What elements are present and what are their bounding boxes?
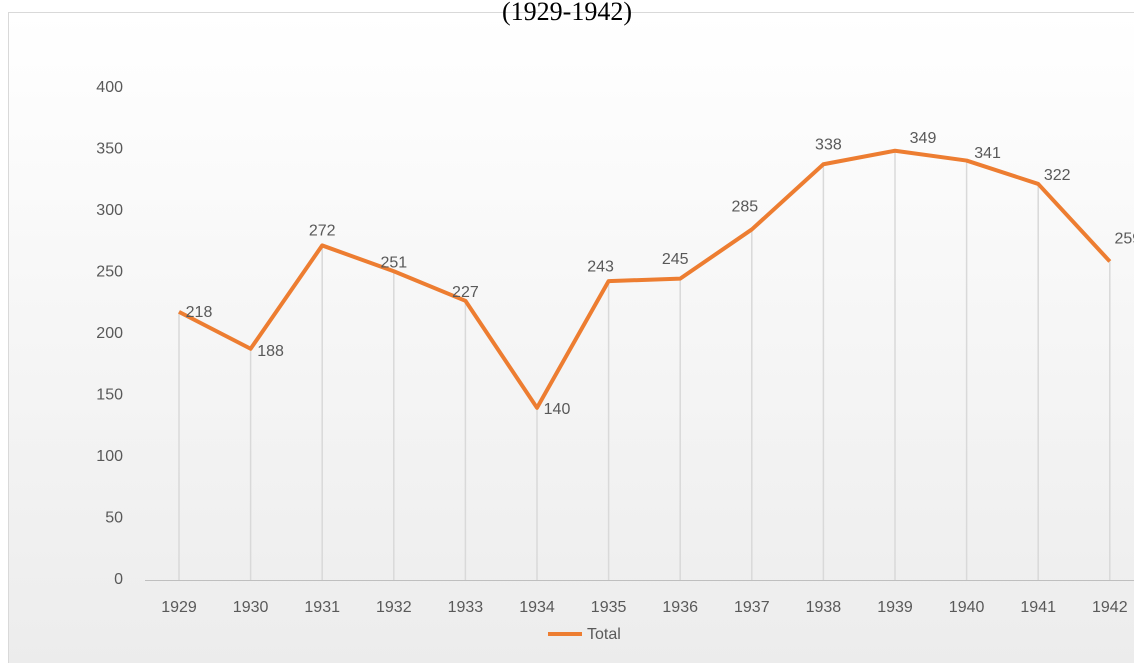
x-tick-label: 1942 (1092, 599, 1128, 616)
x-tick-label: 1937 (734, 599, 770, 616)
y-tick-label: 0 (114, 571, 123, 588)
data-label: 349 (910, 130, 937, 147)
x-tick-label: 1941 (1020, 599, 1056, 616)
y-tick-label: 350 (96, 141, 123, 158)
x-tick-label: 1939 (877, 599, 913, 616)
data-label: 322 (1044, 167, 1071, 184)
chart-area (8, 12, 1134, 663)
x-tick-label: 1931 (304, 599, 340, 616)
x-tick-label: 1934 (519, 599, 555, 616)
x-tick-label: 1935 (591, 599, 627, 616)
data-label: 245 (662, 251, 689, 268)
x-tick-label: 1938 (806, 599, 842, 616)
data-label: 341 (974, 145, 1001, 162)
data-label: 140 (544, 401, 571, 418)
data-label: 188 (257, 343, 284, 360)
legend-label: Total (587, 626, 621, 643)
chart-title: (1929-1942) (502, 0, 632, 26)
data-label: 218 (186, 304, 213, 321)
line-series (178, 148, 1112, 410)
y-tick-label: 400 (96, 79, 123, 96)
data-label: 259 (1114, 231, 1134, 248)
data-label: 227 (452, 284, 479, 301)
x-tick-label: 1940 (949, 599, 985, 616)
x-tick-label: 1936 (662, 599, 698, 616)
data-label: 285 (731, 199, 758, 216)
x-tick-label: 1930 (233, 599, 269, 616)
y-tick-label: 50 (105, 510, 123, 527)
data-label: 251 (380, 254, 407, 271)
data-label: 338 (815, 136, 842, 153)
y-tick-label: 250 (96, 264, 123, 281)
data-label: 272 (309, 223, 336, 240)
x-tick-label: 1932 (376, 599, 412, 616)
y-tick-label: 100 (96, 448, 123, 465)
data-label: 243 (587, 258, 614, 275)
y-tick-label: 300 (96, 202, 123, 219)
x-tick-label: 1929 (161, 599, 197, 616)
x-tick-label: 1933 (448, 599, 484, 616)
y-tick-label: 200 (96, 325, 123, 342)
y-tick-label: 150 (96, 387, 123, 404)
